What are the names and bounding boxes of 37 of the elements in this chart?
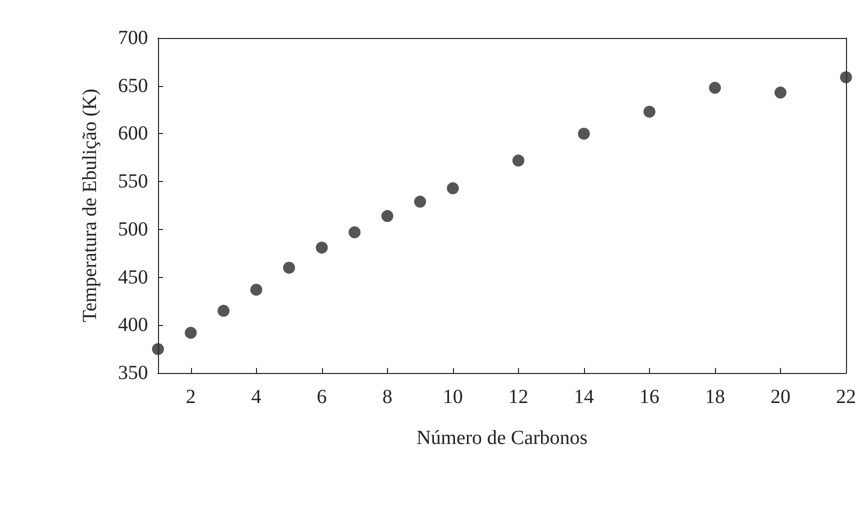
point bbox=[840, 71, 852, 84]
point bbox=[643, 106, 656, 118]
point bbox=[348, 226, 361, 238]
y-tick-label: 400 bbox=[118, 314, 148, 336]
y-tick-label: 600 bbox=[118, 122, 148, 145]
point bbox=[250, 284, 262, 296]
x-tick-label: 16 bbox=[639, 386, 660, 408]
x-tick-label: 2 bbox=[186, 386, 196, 408]
x-tick-label: 14 bbox=[574, 386, 594, 408]
x-tick-label: 6 bbox=[316, 386, 327, 408]
x-tick-label: 12 bbox=[508, 386, 528, 408]
y-tick-label: 350 bbox=[118, 362, 148, 384]
x-tick-label: 4 bbox=[251, 386, 262, 408]
point bbox=[708, 82, 721, 94]
point bbox=[512, 154, 524, 167]
y-tick-label: 450 bbox=[118, 266, 148, 288]
y-tick-label: 650 bbox=[118, 74, 148, 97]
y-tick-label: 700 bbox=[118, 27, 148, 49]
y-axis-title: Temperatura de Ebulição (K) bbox=[79, 88, 101, 322]
x-tick-label: 8 bbox=[382, 386, 392, 408]
x-tick-label: 18 bbox=[704, 386, 725, 408]
y-tick-label: 550 bbox=[118, 170, 148, 193]
point bbox=[414, 196, 426, 208]
point bbox=[774, 86, 786, 99]
point bbox=[184, 326, 197, 339]
point bbox=[316, 242, 328, 254]
point bbox=[446, 182, 459, 194]
point bbox=[218, 304, 230, 317]
point bbox=[152, 343, 164, 356]
point bbox=[578, 128, 590, 140]
point bbox=[283, 262, 296, 274]
point bbox=[381, 210, 394, 222]
x-tick-label: 22 bbox=[836, 386, 856, 408]
x-tick-label: 10 bbox=[442, 386, 463, 408]
y-tick-label: 500 bbox=[118, 218, 148, 240]
x-axis-title: Número de Carbonos bbox=[416, 427, 588, 449]
x-tick-label: 20 bbox=[770, 386, 790, 408]
